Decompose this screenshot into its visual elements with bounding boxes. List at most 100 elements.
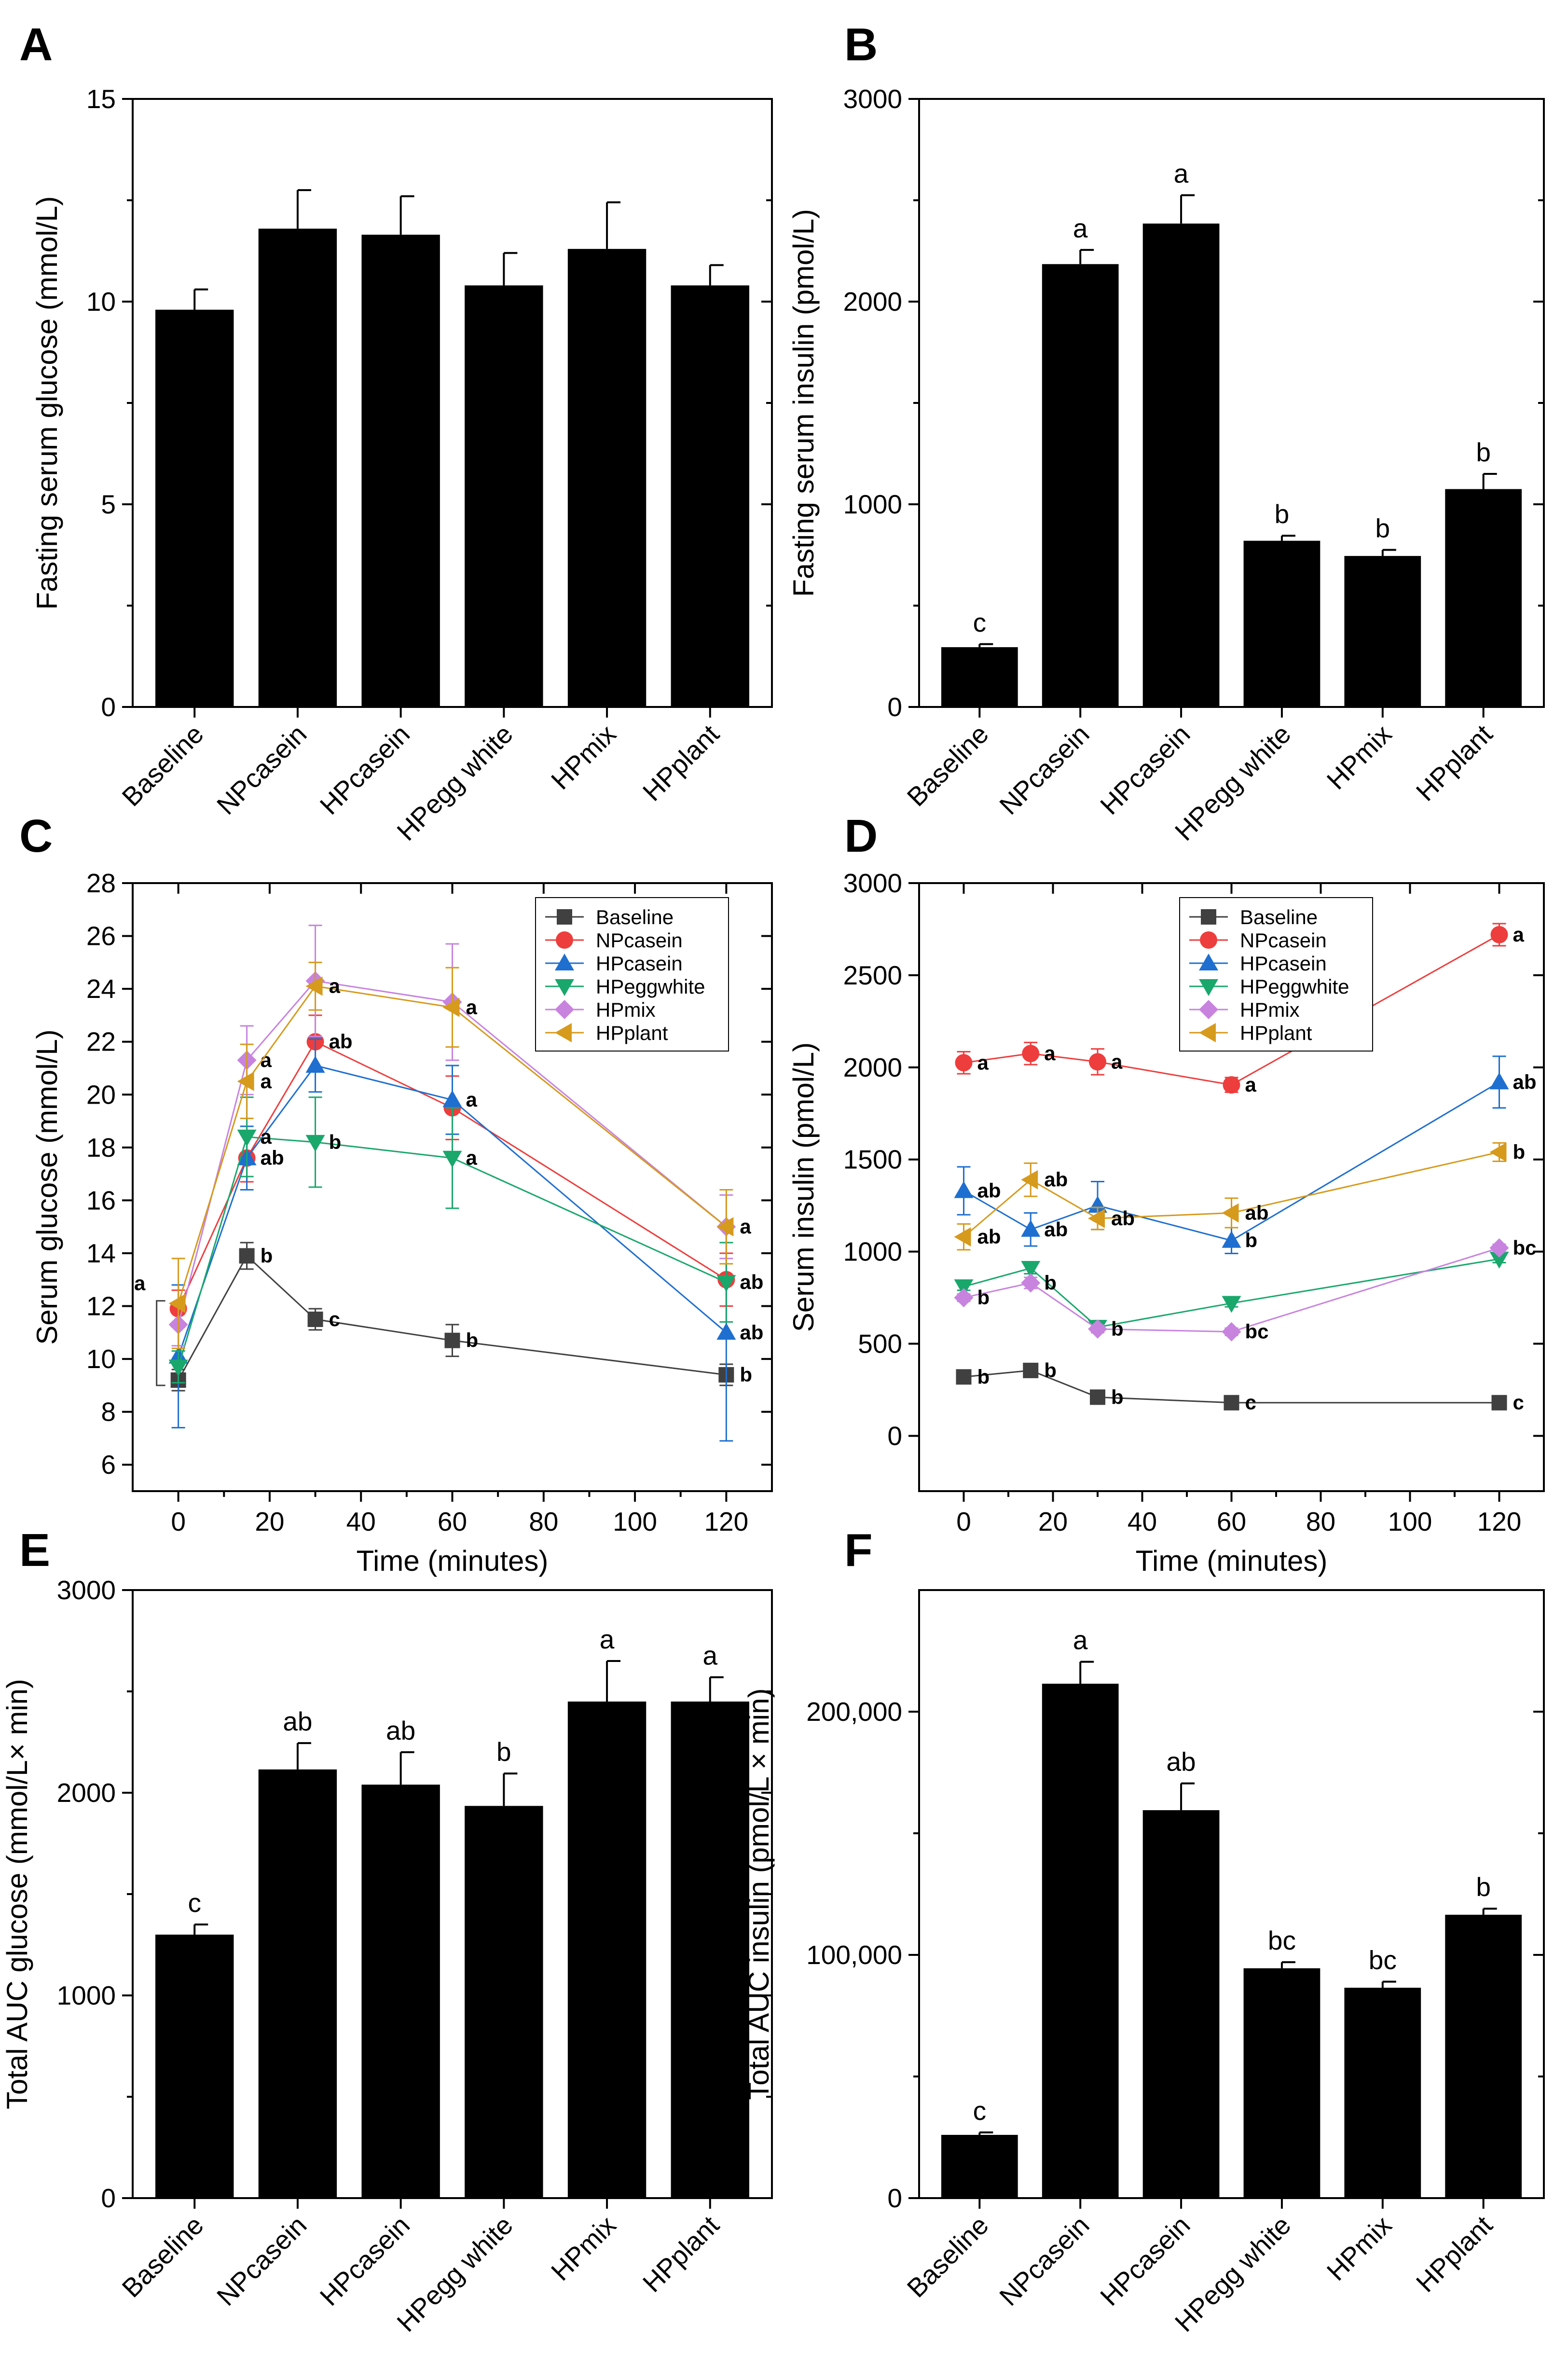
significance-label: c xyxy=(1245,1391,1256,1414)
marker-circle xyxy=(1022,1045,1040,1063)
panel-letter: B xyxy=(844,19,878,70)
significance-label: b xyxy=(496,1737,511,1767)
marker-triangle-left xyxy=(1489,1142,1507,1162)
x-tick-label: HPplant xyxy=(1410,2210,1498,2298)
marker-circle xyxy=(1200,931,1217,949)
bar-npcasein xyxy=(1042,1684,1119,2198)
marker-square xyxy=(1224,1395,1239,1411)
significance-label: c xyxy=(188,1888,201,1918)
bar-hpplant xyxy=(671,285,749,707)
bar-hpcasein xyxy=(361,235,440,707)
y-tick-label: 2000 xyxy=(843,1052,902,1082)
marker-triangle-up xyxy=(1021,1219,1041,1237)
significance-label: ab xyxy=(977,1225,1001,1248)
bar-baseline xyxy=(941,2134,1018,2198)
panel-f-frame xyxy=(918,1589,1545,2199)
y-tick-label: 26 xyxy=(86,921,116,951)
x-tick-label: NPcasein xyxy=(993,719,1095,820)
marker-triangle-up xyxy=(555,954,574,970)
bar-npcasein xyxy=(1042,264,1119,707)
significance-label: b xyxy=(1245,1229,1258,1252)
marker-triangle-down xyxy=(305,1135,325,1152)
significance-label: b xyxy=(1044,1272,1057,1294)
series-baseline: b b b c c xyxy=(956,1359,1524,1414)
y-tick-label: 24 xyxy=(86,974,116,1004)
x-tick-label: HPmix xyxy=(545,719,621,795)
x-tick-label: 20 xyxy=(1038,1507,1068,1536)
legend-label: HPcasein xyxy=(596,952,683,975)
marker-diamond xyxy=(1088,1319,1107,1339)
significance-label: c xyxy=(973,608,987,637)
significance-label: a xyxy=(1513,923,1525,946)
x-tick-label: 40 xyxy=(346,1507,376,1536)
marker-triangle-left xyxy=(1222,1203,1239,1223)
y-tick-label: 1000 xyxy=(843,489,902,519)
x-tick-label: HPcasein xyxy=(314,719,415,820)
significance-label: b xyxy=(1476,1872,1491,1902)
legend-label: HPmix xyxy=(1240,998,1300,1021)
x-axis-title: Time (minutes) xyxy=(1136,1545,1328,1577)
significance-label: b xyxy=(740,1363,752,1386)
marker-square xyxy=(444,1332,460,1348)
y-tick-label: 3000 xyxy=(843,84,902,114)
y-tick-label: 12 xyxy=(86,1291,116,1321)
bar-hpplant xyxy=(1445,489,1522,707)
y-tick-label: 1000 xyxy=(843,1237,902,1267)
marker-diamond xyxy=(1489,1238,1509,1258)
significance-label: ab xyxy=(261,1147,284,1169)
significance-label: a xyxy=(1073,213,1088,243)
significance-label: a xyxy=(466,1147,478,1169)
significance-label: a xyxy=(261,1070,272,1093)
bar-hpmix xyxy=(1344,556,1421,707)
significance-label: b xyxy=(1476,437,1491,467)
panel-c: C 0 20 40 60 80 100 120 Time (minutes) 6 8 10 12 14 16… xyxy=(19,810,773,1577)
significance-label: b xyxy=(1111,1317,1124,1340)
significance-label: a xyxy=(1245,1073,1257,1096)
y-tick-label: 14 xyxy=(86,1238,116,1268)
y-tick-label: 1000 xyxy=(57,1980,116,2010)
bar-hpegg-white xyxy=(1243,1968,1320,2198)
x-tick-label: 60 xyxy=(438,1507,467,1536)
bar-baseline xyxy=(941,647,1018,707)
marker-triangle-left xyxy=(237,1071,254,1091)
significance-label: b xyxy=(1375,513,1390,543)
y-tick-label: 3000 xyxy=(843,868,902,898)
y-tick-label: 1500 xyxy=(843,1145,902,1175)
y-tick-label: 10 xyxy=(86,1344,116,1374)
marker-square xyxy=(1491,1395,1507,1411)
marker-circle xyxy=(1490,926,1508,943)
significance-label: ab xyxy=(1044,1168,1068,1191)
bar-hpplant xyxy=(671,1702,749,2198)
panel-f: F 0 100,000 200,000 Total AUC insulin (pmol/… xyxy=(743,1524,1545,2338)
y-tick-label: 2500 xyxy=(843,960,902,990)
significance-label: b xyxy=(261,1244,273,1267)
legend: BaselineNPcaseinHPcaseinHPeggwhiteHPmixH… xyxy=(535,897,729,1052)
significance-label: a xyxy=(702,1641,717,1671)
legend-label: HPeggwhite xyxy=(1240,975,1349,998)
significance-label: a xyxy=(261,1125,272,1148)
marker-triangle-down xyxy=(716,1275,736,1292)
significance-label: a xyxy=(329,975,341,997)
marker-triangle-up xyxy=(954,1181,974,1198)
legend-label: HPplant xyxy=(596,1022,668,1044)
significance-label: a xyxy=(740,1215,751,1238)
marker-square xyxy=(1090,1389,1105,1405)
significance-label: ab xyxy=(977,1179,1001,1202)
legend-label: NPcasein xyxy=(596,929,683,952)
x-tick-label: 100 xyxy=(613,1507,657,1536)
marker-triangle-down xyxy=(168,1359,188,1377)
significance-label: bc xyxy=(1268,1925,1296,1955)
significance-label: c xyxy=(1513,1391,1524,1414)
bar-npcasein xyxy=(258,228,337,707)
bar-hpcasein xyxy=(1142,223,1220,707)
y-tick-label: 0 xyxy=(887,1421,902,1451)
bar-hpmix xyxy=(567,249,646,707)
y-axis-title: Total AUC insulin (pmol/L × min) xyxy=(743,1688,775,2100)
x-tick-label: HPmix xyxy=(1321,2210,1397,2286)
x-tick-label: HPplant xyxy=(637,719,725,807)
marker-circle xyxy=(556,931,573,949)
significance-label: ab xyxy=(740,1271,763,1293)
significance-label: ab xyxy=(1166,1747,1196,1777)
y-tick-label: 2000 xyxy=(843,287,902,317)
